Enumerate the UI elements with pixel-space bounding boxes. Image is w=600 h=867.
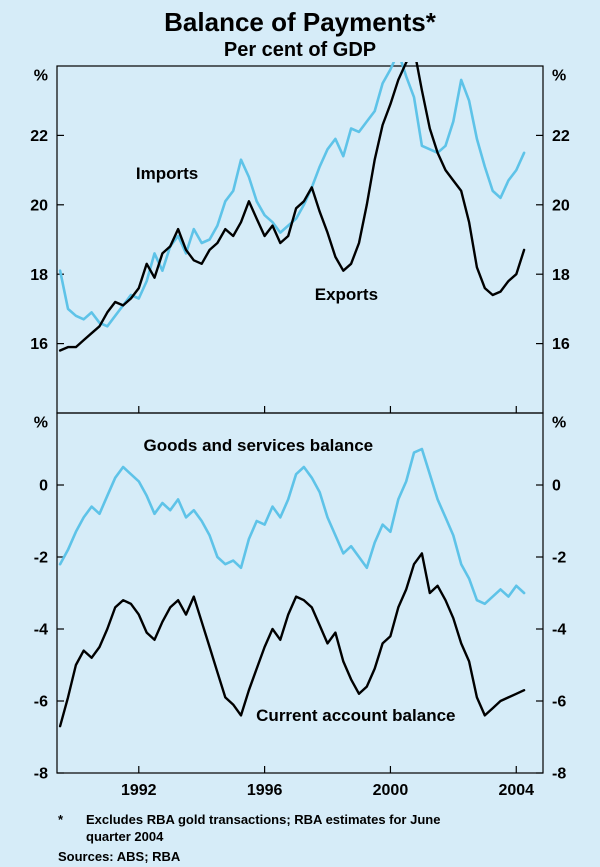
y-tick-label: 16 (552, 336, 570, 353)
x-tick-label: 2004 (498, 782, 534, 799)
chart-title: Balance of Payments* (164, 7, 436, 37)
y-tick-label: -6 (552, 693, 566, 710)
exports-label: Exports (315, 285, 378, 304)
percent-label: % (34, 67, 48, 84)
exports-line (58, 61, 526, 352)
imports-line (58, 61, 526, 328)
y-tick-label: -4 (552, 621, 566, 638)
footnote-text: Excludes RBA gold transactions; RBA esti… (86, 811, 440, 846)
y-tick-label: -2 (552, 549, 566, 566)
balance-of-payments-chart: 16 16 18 18 20 20 22 22% % Imports Exports 0 0 -2 -2 -4… (30, 61, 570, 799)
y-tick-label: 20 (552, 197, 570, 214)
percent-label: % (552, 414, 566, 431)
y-tick-label: 16 (30, 336, 48, 353)
percent-label: % (34, 414, 48, 431)
x-tick-label: 1996 (247, 782, 283, 799)
panel-border (56, 65, 544, 414)
footnotes: * Excludes RBA gold transactions; RBA es… (58, 811, 600, 866)
footnote-line-1: Excludes RBA gold transactions; RBA esti… (86, 811, 441, 827)
panel-border (56, 412, 544, 774)
y-tick-label: 22 (30, 128, 48, 145)
y-tick-label: -4 (34, 621, 48, 638)
y-tick-label: -8 (34, 765, 48, 782)
x-tick-label: 1992 (121, 782, 157, 799)
goods-and-services-balance-line (58, 447, 526, 605)
y-tick-label: 20 (30, 197, 48, 214)
current-account-balance-label: Current account balance (256, 706, 455, 725)
y-tick-label: 22 (552, 128, 570, 145)
y-tick-label: 0 (39, 477, 48, 494)
y-tick-label: -2 (34, 549, 48, 566)
y-tick-label: 18 (30, 267, 48, 284)
footnote-line-2: quarter 2004 (86, 829, 164, 845)
y-tick-label: 18 (552, 267, 570, 284)
imports-label: Imports (136, 164, 198, 183)
x-tick-label: 2000 (373, 782, 409, 799)
percent-label: % (552, 67, 566, 84)
chart-subtitle: Per cent of GDP (223, 38, 377, 61)
current-account-balance-line (58, 552, 526, 728)
y-tick-label: -8 (552, 765, 566, 782)
sources-line: Sources: ABS; RBA (58, 848, 181, 864)
y-tick-label: 0 (552, 477, 561, 494)
goods-and-services-balance-label: Goods and services balance (144, 436, 374, 455)
footnote-marker: * (58, 811, 64, 827)
footnote-row: * Excludes RBA gold transactions; RBA es… (58, 811, 600, 846)
y-tick-label: -6 (34, 693, 48, 710)
